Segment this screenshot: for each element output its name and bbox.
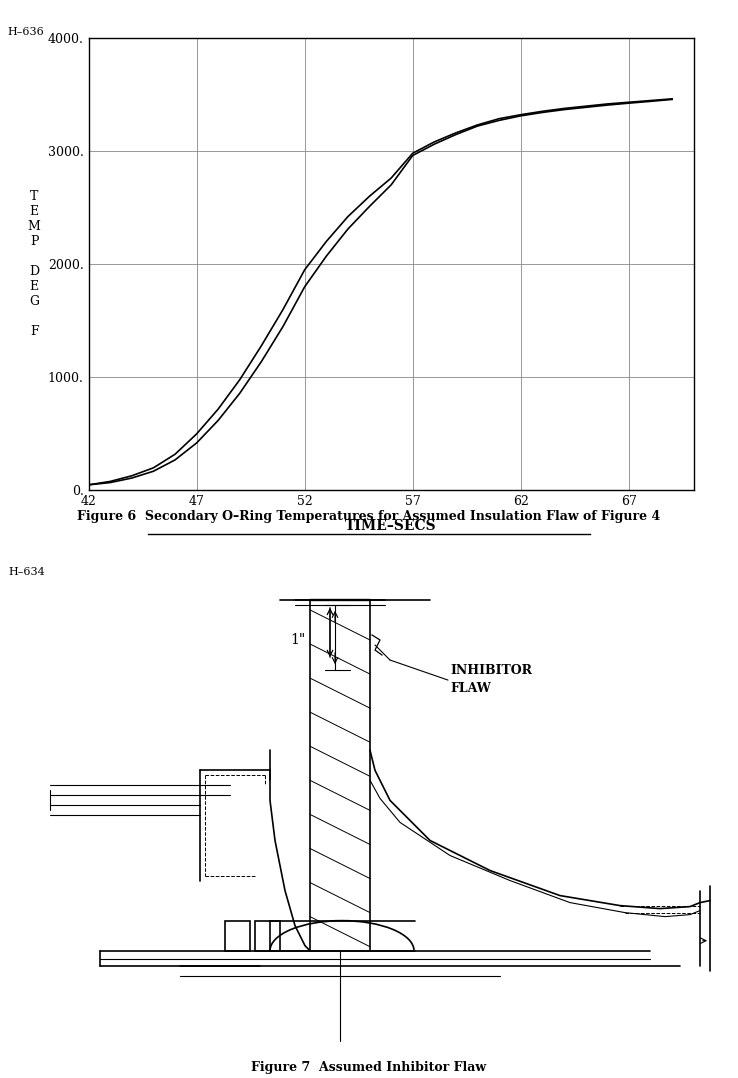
X-axis label: TIME–SECS: TIME–SECS <box>345 520 437 534</box>
Text: T
E
M
P

D
E
G

F: T E M P D E G F <box>27 190 41 338</box>
Text: 1": 1" <box>290 633 306 647</box>
Text: H–636: H–636 <box>7 27 44 37</box>
Bar <box>225 921 250 951</box>
Text: Figure 6  Secondary O–Ring Temperatures for Assumed Insulation Flaw of Figure 4: Figure 6 Secondary O–Ring Temperatures f… <box>77 510 661 523</box>
Text: INHIBITOR: INHIBITOR <box>450 664 532 677</box>
Bar <box>255 921 280 951</box>
Text: H–634: H–634 <box>8 567 45 577</box>
Text: FLAW: FLAW <box>450 681 491 694</box>
Text: Figure 7  Assumed Inhibitor Flaw: Figure 7 Assumed Inhibitor Flaw <box>252 1061 486 1074</box>
